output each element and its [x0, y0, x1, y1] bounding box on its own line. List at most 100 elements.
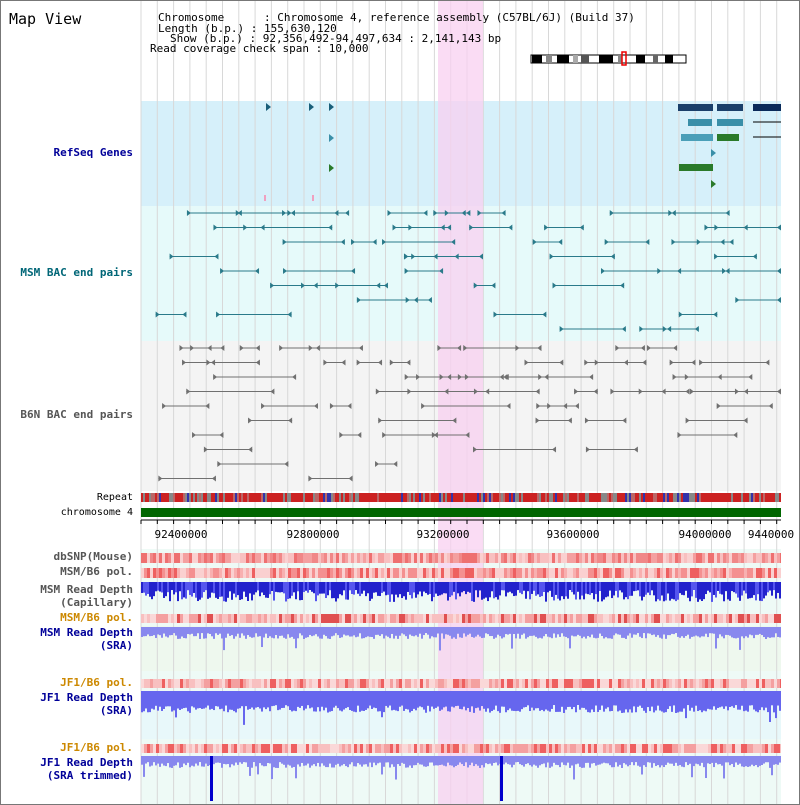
- depth-bar: [443, 756, 445, 766]
- depth-bar: [669, 627, 671, 636]
- depth-bar: [185, 582, 187, 599]
- heat-strip-cell: [366, 679, 369, 688]
- depth-bar: [269, 627, 271, 637]
- depth-bar: [469, 756, 471, 766]
- heat-strip-cell: [456, 744, 459, 753]
- heat-strip-cell: [228, 614, 231, 623]
- depth-bar: [329, 582, 331, 591]
- heat-strip-cell: [177, 679, 180, 688]
- depth-bar: [563, 691, 565, 713]
- heat-strip-cell: [651, 568, 654, 578]
- depth-bar: [541, 582, 543, 597]
- depth-bar: [397, 691, 399, 712]
- depth-bar: [765, 691, 767, 708]
- repeat-mark: [305, 493, 307, 502]
- depth-bar: [693, 691, 695, 712]
- bac-end-marker: [383, 282, 388, 289]
- heat-strip-cell: [540, 744, 543, 753]
- depth-bar: [167, 691, 169, 707]
- heat-strip-cell: [453, 679, 456, 688]
- msm-read-depth-capillary-label: MSM Read Depth: [40, 583, 133, 596]
- bac-end-marker: [292, 374, 297, 380]
- heat-strip-cell: [168, 679, 171, 688]
- depth-bar: [209, 582, 211, 598]
- bac-end-marker: [716, 403, 721, 409]
- depth-bar: [399, 691, 401, 707]
- repeat-mark: [213, 493, 215, 502]
- heat-strip-cell: [330, 614, 333, 623]
- depth-bar: [531, 691, 533, 708]
- depth-bar: [735, 691, 737, 706]
- repeat-mark: [309, 493, 311, 502]
- heat-strip-cell: [477, 553, 480, 563]
- heat-strip-cell: [183, 679, 186, 688]
- depth-bar: [569, 691, 571, 707]
- heat-strip-cell: [252, 679, 255, 688]
- heat-strip-cell: [330, 568, 333, 578]
- repeat-mark: [587, 493, 589, 502]
- depth-bar: [529, 627, 531, 636]
- heat-strip-cell: [297, 679, 300, 688]
- show-range-info: Show (b.p.) : 92,356,492-94,497,634 : 2,…: [170, 32, 502, 45]
- heat-strip-cell: [255, 744, 258, 753]
- heat-strip-cell: [558, 744, 561, 753]
- depth-bar: [527, 756, 529, 764]
- heat-strip-cell: [675, 744, 678, 753]
- heat-strip-cell: [618, 568, 621, 578]
- depth-bar: [609, 627, 611, 639]
- bac-end-marker: [179, 345, 184, 351]
- depth-bar: [385, 582, 387, 596]
- heat-strip-cell: [510, 568, 513, 578]
- repeat-mark: [361, 493, 363, 502]
- heat-strip-cell: [540, 614, 543, 623]
- heat-strip-cell: [426, 553, 429, 563]
- depth-bar: [143, 756, 145, 777]
- depth-bar: [267, 627, 269, 639]
- depth-bar: [611, 756, 613, 768]
- heat-strip-cell: [300, 614, 303, 623]
- depth-bar: [471, 627, 473, 637]
- bac-end-marker: [748, 374, 753, 380]
- depth-bar: [573, 756, 575, 780]
- heat-strip-cell: [213, 553, 216, 563]
- heat-strip-cell: [465, 679, 468, 688]
- depth-bar: [589, 691, 591, 713]
- coverage-span-info: Read coverage check span : 10,000: [150, 42, 369, 55]
- heat-strip-cell: [303, 553, 306, 563]
- heat-strip-cell: [498, 568, 501, 578]
- bac-end-marker: [329, 403, 334, 409]
- depth-bar: [443, 627, 445, 639]
- heat-strip-cell: [744, 553, 747, 563]
- heat-strip-cell: [468, 614, 471, 623]
- depth-bar: [239, 627, 241, 638]
- repeat-mark: [715, 493, 717, 502]
- heat-strip-cell: [666, 568, 669, 578]
- bac-end-marker: [439, 268, 444, 274]
- depth-bar: [211, 691, 213, 709]
- axis-tick-label: 9440000: [747, 528, 795, 541]
- repeat-mark: [315, 493, 317, 502]
- depth-bar: [457, 582, 459, 594]
- heat-strip-cell: [270, 568, 273, 578]
- heat-strip-cell: [459, 568, 462, 578]
- heat-strip-cell: [534, 679, 537, 688]
- depth-bar: [703, 627, 705, 637]
- depth-bar: [587, 691, 589, 713]
- heat-strip-cell: [462, 568, 465, 578]
- depth-bar: [687, 756, 689, 766]
- heat-strip-cell: [597, 614, 600, 623]
- heat-strip-cell: [339, 614, 342, 623]
- heat-strip-cell: [402, 553, 405, 563]
- heat-strip-cell: [237, 568, 240, 578]
- depth-bar: [713, 756, 715, 768]
- repeat-mark: [169, 493, 171, 502]
- repeat-mark: [281, 493, 283, 502]
- bac-end-marker: [506, 403, 511, 409]
- depth-bar: [165, 691, 167, 707]
- depth-bar: [279, 627, 281, 636]
- depth-bar: [187, 691, 189, 712]
- depth-bar: [281, 627, 283, 636]
- heat-strip-cell: [636, 744, 639, 753]
- depth-bar: [413, 627, 415, 637]
